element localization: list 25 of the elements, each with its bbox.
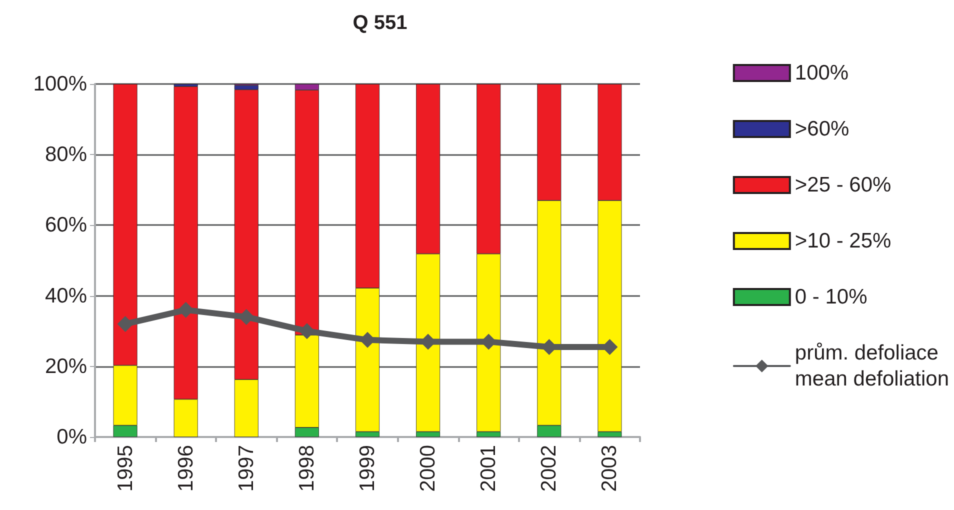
point <box>178 302 194 318</box>
point <box>117 316 134 332</box>
y-tick-label: 100% <box>33 72 87 96</box>
x-tick-label: 1995 <box>114 445 137 492</box>
legend-label: >60% <box>794 118 850 140</box>
y-tick-label: 60% <box>44 214 87 237</box>
chart-title: Q 551 <box>352 12 408 34</box>
legend-label: >25 - 60% <box>794 174 892 196</box>
y-tick-label: 80% <box>44 143 87 166</box>
y-tick-label: 0% <box>56 426 87 448</box>
x-tick-label: 2001 <box>477 445 500 492</box>
x-tick-label: 1999 <box>356 445 379 492</box>
legend-label: 0 - 10% <box>794 286 868 308</box>
legend-label: 100% <box>794 62 849 84</box>
x-tick-label: 2002 <box>538 445 561 492</box>
y-tick-label: 20% <box>44 354 87 378</box>
x-tick-label: 2003 <box>598 445 622 492</box>
x-tick-label: 1996 <box>174 445 198 492</box>
point <box>298 323 315 340</box>
y-tick-label: 40% <box>44 284 87 308</box>
legend-label: >10 - 25% <box>794 230 892 252</box>
x-tick-label: 2000 <box>416 445 440 492</box>
x-tick-label: 1997 <box>234 445 258 492</box>
x-tick-label: 1998 <box>295 445 318 492</box>
legend-label: prům. defoliace mean defoliation <box>794 342 950 390</box>
